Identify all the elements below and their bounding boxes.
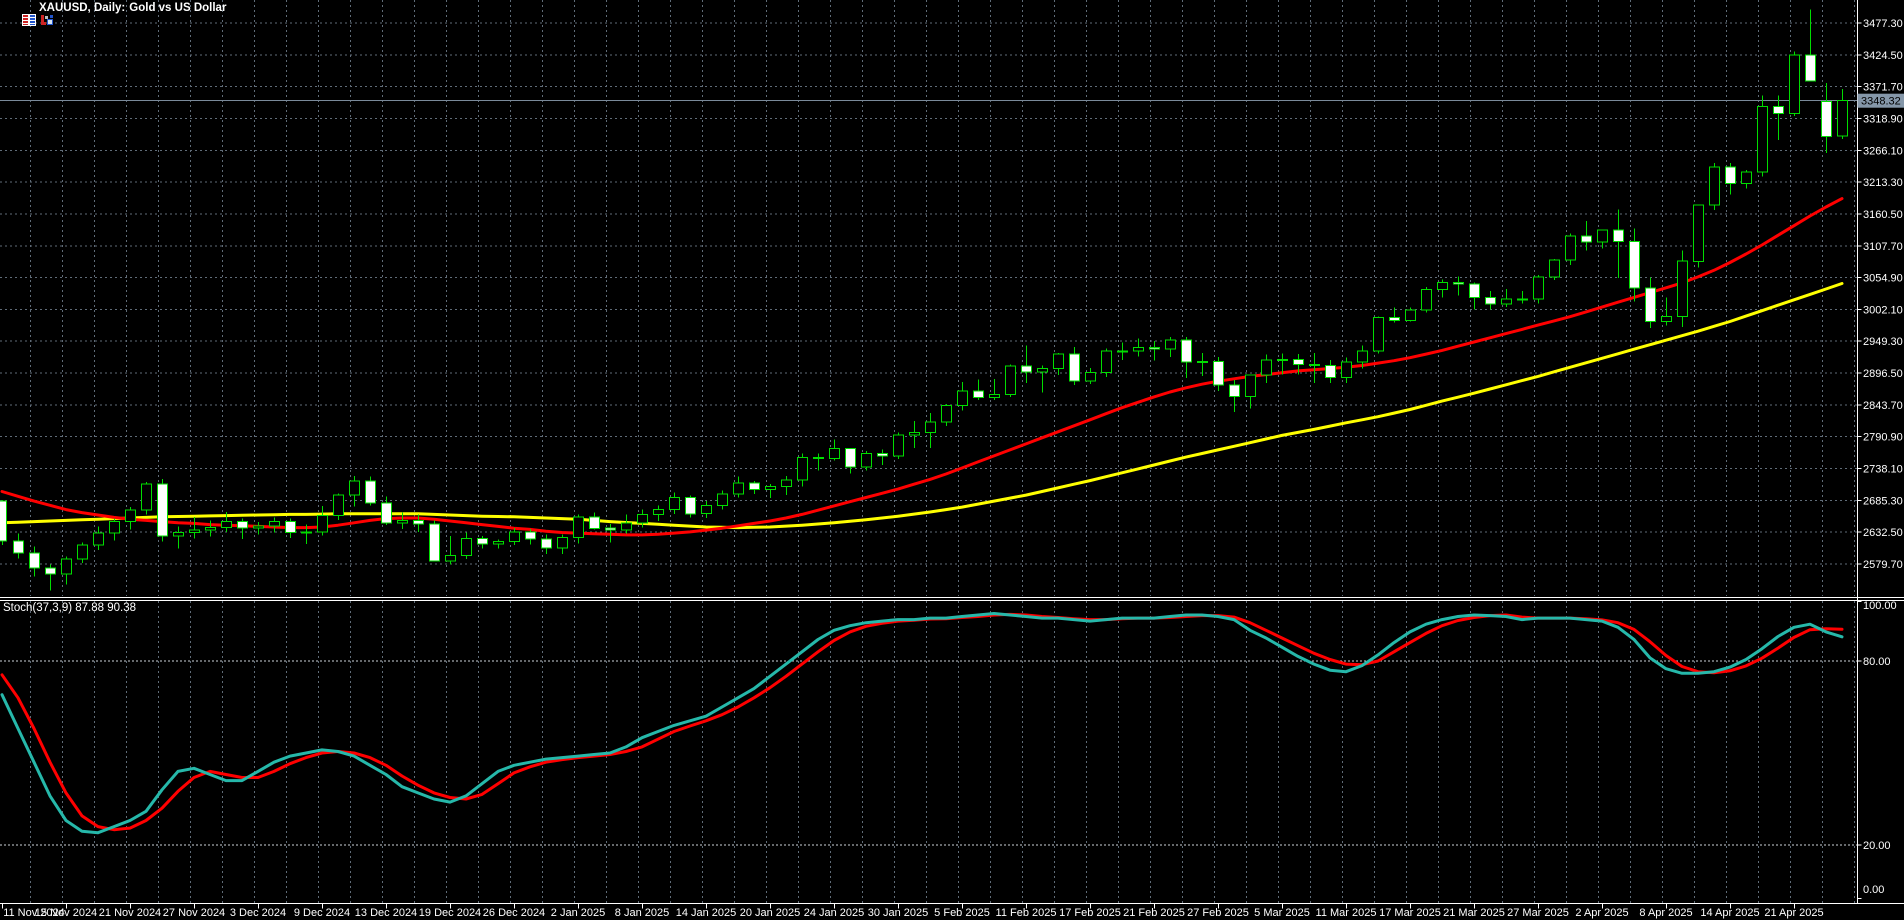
svg-text:21 Feb 2025: 21 Feb 2025	[1123, 907, 1185, 919]
stochastic-pane[interactable]	[0, 601, 1857, 903]
chart-title-description: Gold vs US Dollar	[129, 1, 227, 14]
svg-text:30 Jan 2025: 30 Jan 2025	[868, 907, 929, 919]
grid	[0, 0, 1857, 903]
svg-text:100.00: 100.00	[1863, 600, 1897, 612]
svg-text:13 Dec 2024: 13 Dec 2024	[355, 907, 417, 919]
candles	[0, 9, 1848, 591]
svg-text:3213.30: 3213.30	[1863, 177, 1903, 189]
current-price-badge: 3348.32	[1857, 93, 1904, 108]
charts-icon[interactable]	[3, 2, 37, 26]
svg-text:2738.10: 2738.10	[1863, 464, 1903, 476]
svg-text:2896.50: 2896.50	[1863, 368, 1903, 380]
candlestick-icon[interactable]	[21, 2, 54, 25]
svg-text:3002.10: 3002.10	[1863, 304, 1903, 316]
svg-text:3424.50: 3424.50	[1863, 50, 1903, 62]
stoch-signal-value: 90.38	[107, 602, 137, 614]
svg-text:8 Jan 2025: 8 Jan 2025	[615, 907, 669, 919]
svg-text:17 Feb 2025: 17 Feb 2025	[1059, 907, 1121, 919]
svg-text:21 Mar 2025: 21 Mar 2025	[1443, 907, 1505, 919]
svg-text:2579.70: 2579.70	[1863, 559, 1903, 571]
svg-text:11 Feb 2025: 11 Feb 2025	[996, 907, 1057, 919]
svg-text:2790.90: 2790.90	[1863, 432, 1903, 444]
svg-text:19 Dec 2024: 19 Dec 2024	[419, 907, 481, 919]
svg-text:3054.90: 3054.90	[1863, 273, 1903, 285]
svg-text:20 Jan 2025: 20 Jan 2025	[740, 907, 801, 919]
svg-text:27 Nov 2024: 27 Nov 2024	[163, 907, 225, 919]
svg-text:5 Feb 2025: 5 Feb 2025	[934, 907, 990, 919]
svg-text:2632.50: 2632.50	[1863, 527, 1903, 539]
chart-title-symbol: XAUUSD, Daily:	[39, 1, 126, 14]
svg-text:3107.70: 3107.70	[1863, 241, 1903, 253]
svg-text:3477.30: 3477.30	[1863, 18, 1903, 30]
svg-text:2 Apr 2025: 2 Apr 2025	[1575, 907, 1628, 919]
price-pane[interactable]	[0, 0, 1857, 597]
svg-text:8 Apr 2025: 8 Apr 2025	[1639, 907, 1692, 919]
ma-slow-yellow-line	[0, 282, 1844, 530]
svg-text:26 Dec 2024: 26 Dec 2024	[483, 907, 545, 919]
svg-text:21 Nov 2024: 21 Nov 2024	[99, 907, 161, 919]
svg-text:3371.70: 3371.70	[1863, 82, 1903, 94]
svg-text:11 Mar 2025: 11 Mar 2025	[1316, 907, 1377, 919]
stoch-name: Stoch(37,3,9)	[3, 602, 73, 614]
svg-text:2685.30: 2685.30	[1863, 495, 1903, 507]
svg-text:3 Dec 2024: 3 Dec 2024	[230, 907, 286, 919]
stoch-axis-labels: 100.00 80.00 20.00 0.00	[1857, 600, 1897, 899]
pane-separator	[0, 597, 1904, 601]
svg-text:14 Jan 2025: 14 Jan 2025	[676, 907, 737, 919]
chart-title-row: XAUUSD, Daily: Gold vs US Dollar	[3, 1, 227, 26]
svg-text:3348.32: 3348.32	[1861, 96, 1901, 108]
svg-text:11 Nov 2024: 11 Nov 2024	[3, 907, 65, 919]
svg-text:2949.30: 2949.30	[1863, 336, 1903, 348]
price-axis[interactable]	[1857, 0, 1904, 903]
svg-text:17 Mar 2025: 17 Mar 2025	[1379, 907, 1441, 919]
stoch-main-line	[0, 612, 1844, 835]
svg-text:5 Mar 2025: 5 Mar 2025	[1254, 907, 1310, 919]
svg-text:27 Feb 2025: 27 Feb 2025	[1187, 907, 1249, 919]
svg-text:80.00: 80.00	[1863, 656, 1891, 668]
svg-text:3318.90: 3318.90	[1863, 114, 1903, 126]
svg-text:27 Mar 2025: 27 Mar 2025	[1507, 907, 1569, 919]
svg-text:3160.50: 3160.50	[1863, 209, 1903, 221]
stoch-level-lines	[0, 660, 1857, 846]
svg-text:9 Dec 2024: 9 Dec 2024	[294, 907, 350, 919]
svg-text:24 Jan 2025: 24 Jan 2025	[804, 907, 865, 919]
time-axis[interactable]	[0, 903, 1904, 920]
svg-text:20.00: 20.00	[1863, 840, 1891, 852]
stochastic-indicator-label: Stoch(37,3,9) 87.88 90.38	[3, 602, 136, 614]
svg-text:3266.10: 3266.10	[1863, 145, 1903, 157]
stoch-main-value: 87.88	[75, 602, 105, 614]
svg-text:0.00: 0.00	[1863, 884, 1884, 896]
svg-text:2 Jan 2025: 2 Jan 2025	[551, 907, 605, 919]
price-axis-labels: 3477.30 3424.50 3371.70 3318.90 3266.10 3213.…	[1857, 18, 1903, 571]
ma-fast-red-line	[0, 197, 1844, 537]
svg-text:15 Nov 2024: 15 Nov 2024	[35, 907, 97, 919]
svg-text:14 Apr 2025: 14 Apr 2025	[1700, 907, 1759, 919]
svg-text:2843.70: 2843.70	[1863, 400, 1903, 412]
svg-text:21 Apr 2025: 21 Apr 2025	[1764, 907, 1823, 919]
